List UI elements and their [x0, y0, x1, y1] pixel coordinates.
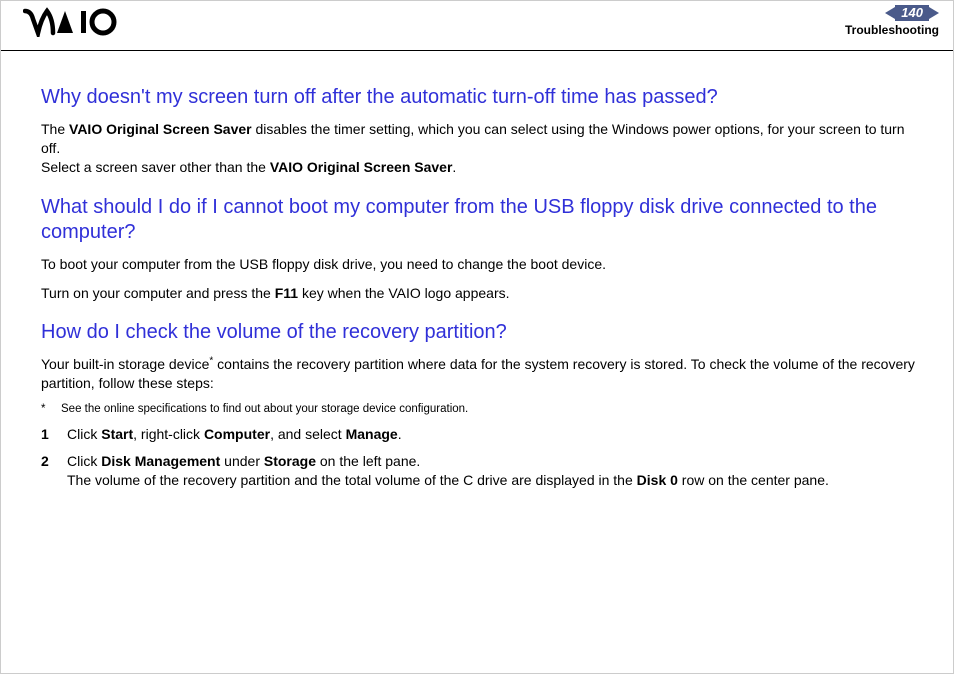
next-page-arrow-icon[interactable] [929, 7, 939, 19]
text: , right-click [133, 426, 204, 442]
step-number: 1 [41, 425, 67, 444]
text: The [41, 121, 69, 137]
paragraph: The VAIO Original Screen Saver disables … [41, 120, 927, 177]
vaio-logo [23, 7, 133, 37]
paragraph: To boot your computer from the USB flopp… [41, 255, 927, 274]
text: . [452, 159, 456, 175]
footnote-text: See the online specifications to find ou… [61, 403, 901, 415]
text: , and select [270, 426, 346, 442]
footnote: *See the online specifications to find o… [41, 403, 927, 415]
page-header: 140 Troubleshooting [1, 1, 953, 51]
question-heading: What should I do if I cannot boot my com… [41, 195, 927, 245]
bold-text: F11 [275, 285, 298, 301]
page-content: Why doesn't my screen turn off after the… [1, 51, 953, 490]
bold-text: Start [101, 426, 133, 442]
header-right: 140 Troubleshooting [845, 5, 939, 37]
page-number: 140 [895, 5, 929, 21]
bold-text: Disk 0 [637, 472, 678, 488]
text: Select a screen saver other than the [41, 159, 270, 175]
paragraph: Turn on your computer and press the F11 … [41, 284, 927, 303]
page-nav: 140 [845, 5, 939, 21]
bold-text: VAIO Original Screen Saver [270, 159, 453, 175]
text: Click [67, 453, 101, 469]
step-row: 2 Click Disk Management under Storage on… [41, 452, 927, 490]
section-label: Troubleshooting [845, 23, 939, 37]
footnote-marker: * [41, 403, 61, 415]
bold-text: Manage [346, 426, 398, 442]
text: Turn on your computer and press the [41, 285, 275, 301]
bold-text: VAIO Original Screen Saver [69, 121, 252, 137]
step-body: Click Start, right-click Computer, and s… [67, 425, 927, 444]
step-body: Click Disk Management under Storage on t… [67, 452, 927, 490]
question-heading: How do I check the volume of the recover… [41, 320, 927, 345]
bold-text: Storage [264, 453, 316, 469]
text: Click [67, 426, 101, 442]
text: key when the VAIO logo appears. [298, 285, 509, 301]
text: on the left pane. [316, 453, 420, 469]
question-heading: Why doesn't my screen turn off after the… [41, 85, 927, 110]
text: The volume of the recovery partition and… [67, 472, 637, 488]
text: row on the center pane. [678, 472, 829, 488]
bold-text: Computer [204, 426, 270, 442]
text: under [220, 453, 264, 469]
bold-text: Disk Management [101, 453, 220, 469]
step-number: 2 [41, 452, 67, 490]
text: . [398, 426, 402, 442]
text: Your built-in storage device [41, 356, 209, 372]
prev-page-arrow-icon[interactable] [885, 7, 895, 19]
step-row: 1 Click Start, right-click Computer, and… [41, 425, 927, 444]
paragraph: Your built-in storage device* contains t… [41, 355, 927, 393]
